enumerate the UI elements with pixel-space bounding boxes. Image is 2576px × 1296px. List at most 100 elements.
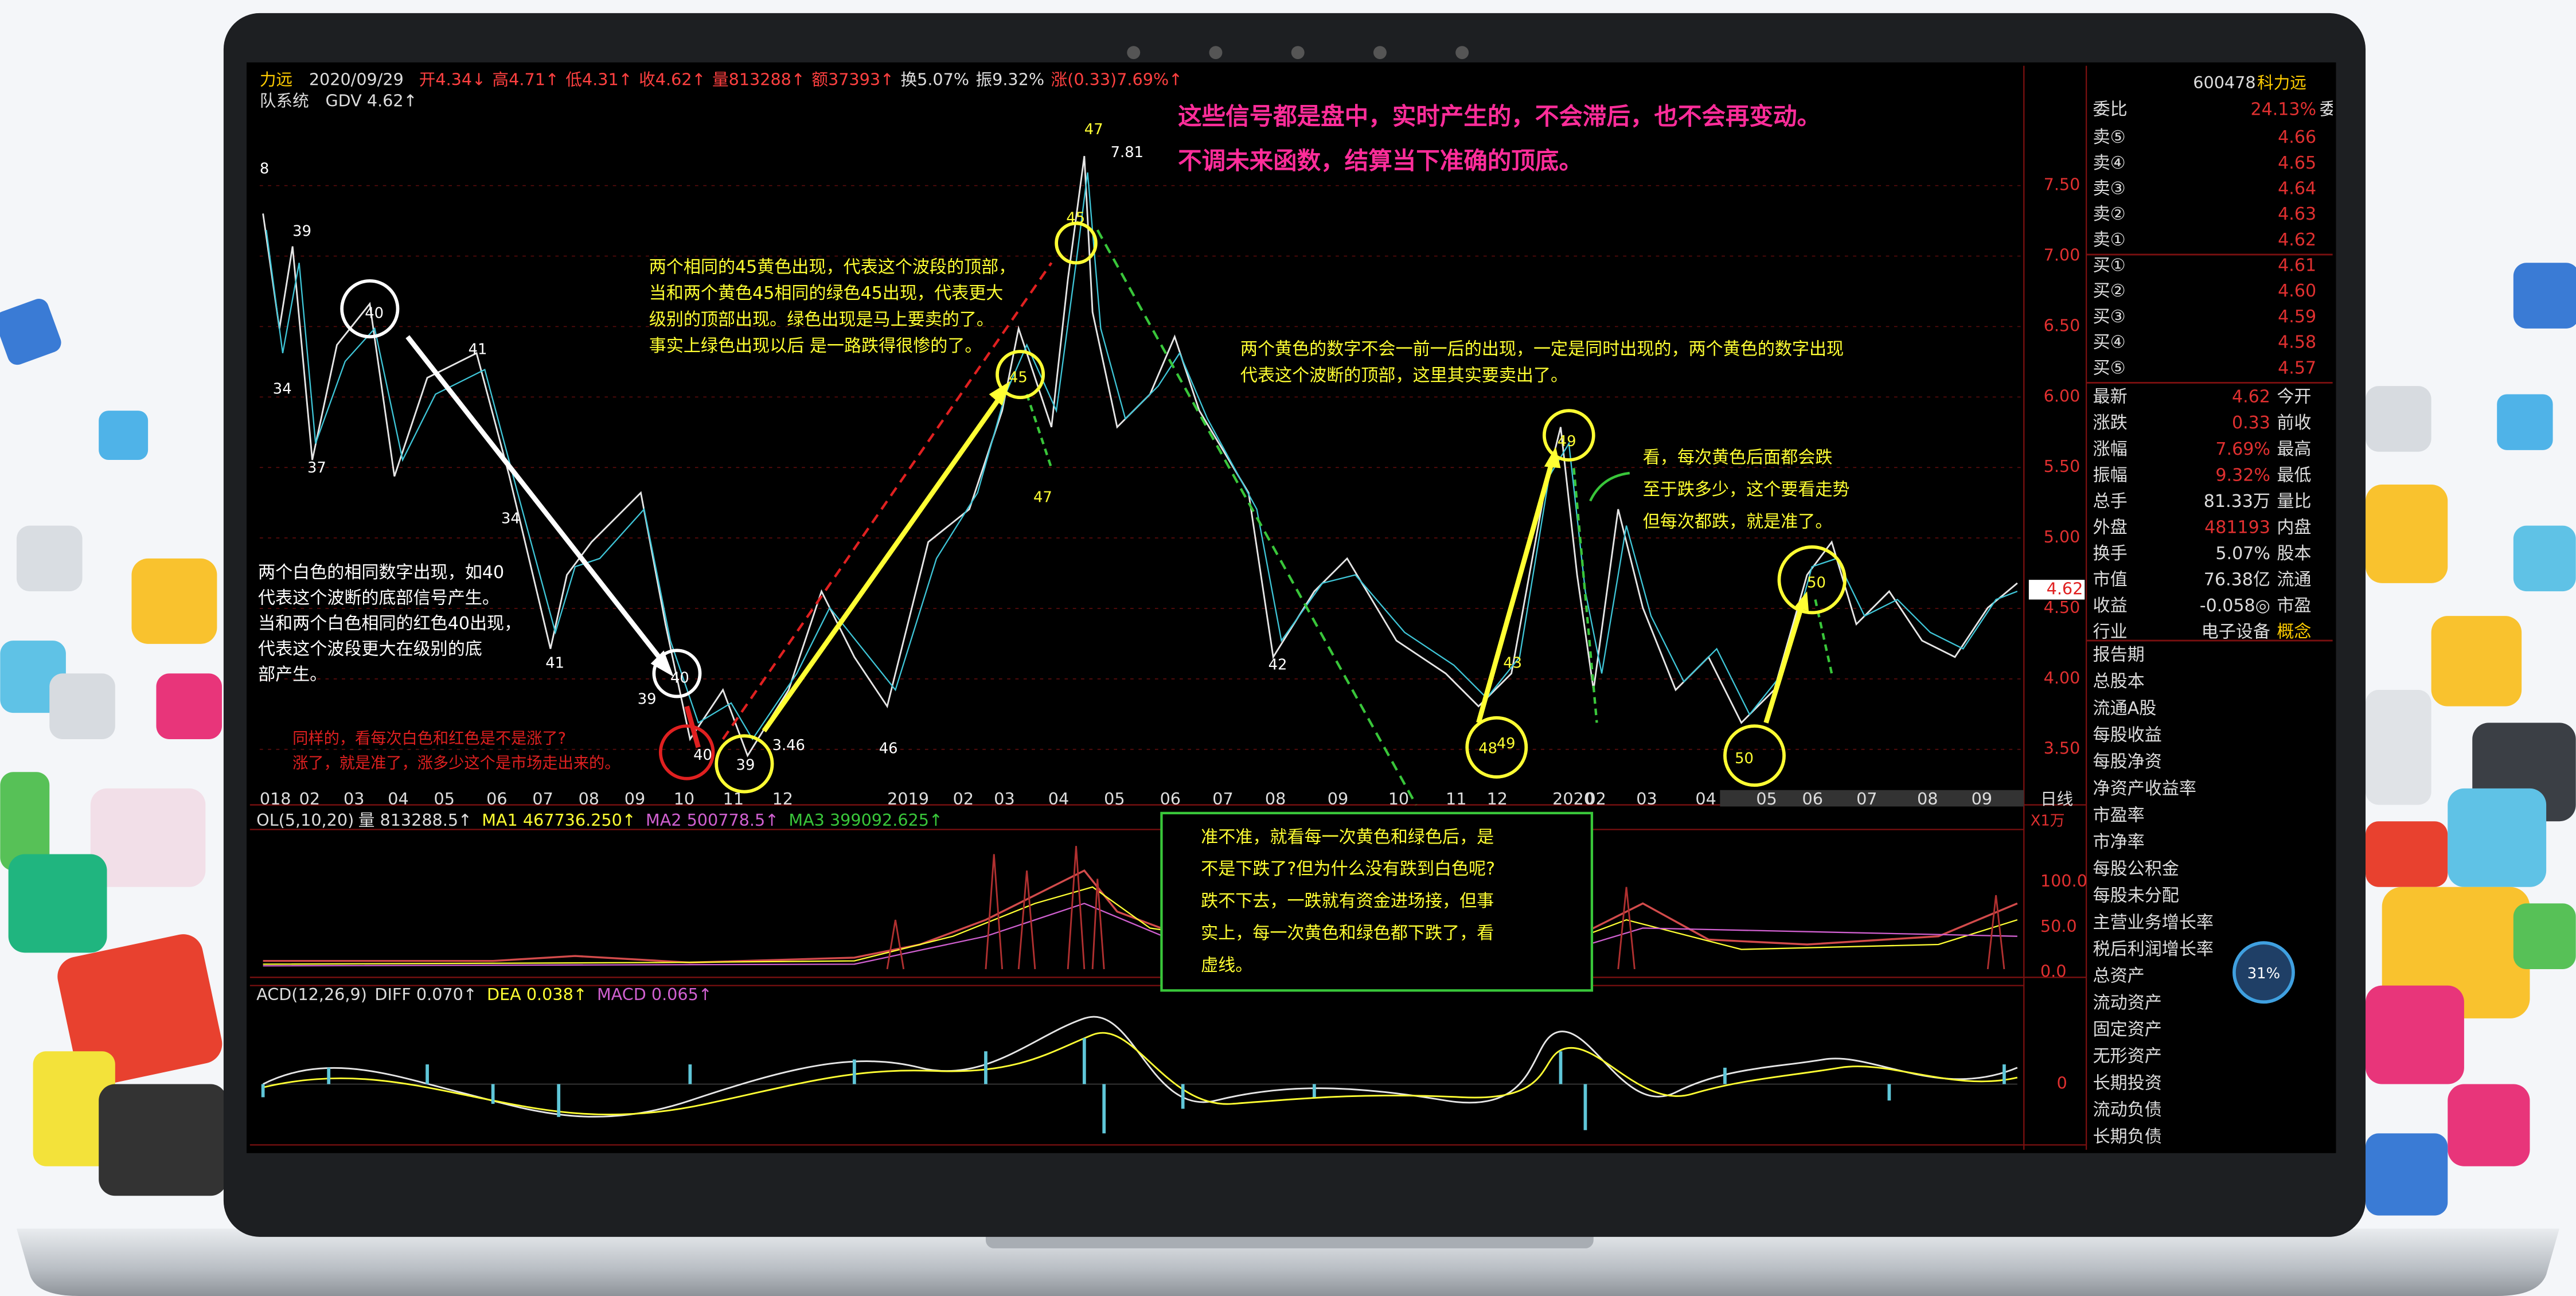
quote-label: 前收 — [2277, 413, 2311, 433]
quote-label: 市值 — [2093, 569, 2128, 590]
quote-value: -0.058◎ — [2200, 596, 2270, 616]
x-tick-label: 11 — [1446, 789, 1466, 809]
x-tick-label: 02 — [1585, 789, 1606, 809]
quote-label: 流通 — [2277, 569, 2311, 590]
signal-label: 50 — [1807, 574, 1826, 591]
annotation-yellow: 事实上绿色出现以后 是一路跌得很惨的了。 — [649, 336, 982, 356]
x-tick-label: 12 — [1487, 789, 1508, 809]
signal-label: 46 — [879, 740, 898, 758]
signal-label: 47 — [1084, 121, 1103, 138]
progress-badge-label: 31% — [2247, 965, 2280, 982]
signal-label: 45 — [1009, 369, 1028, 386]
bid-price: 4.59 — [2278, 307, 2316, 327]
signal-label: 42 — [1269, 657, 1287, 674]
x-tick-label: 07 — [1856, 789, 1877, 809]
range-highlight — [1720, 790, 2024, 807]
finance-label: 每股未分配 — [2093, 886, 2179, 906]
macd-field: DEA 0.038↑ — [487, 985, 587, 1004]
signal-label: 37 — [307, 459, 326, 477]
x-tick-label: 02 — [299, 789, 320, 809]
signal-label: 40 — [693, 747, 712, 764]
x-tick-label: 10 — [674, 789, 694, 809]
green-note-box — [1160, 811, 1594, 992]
quote-label: 收益 — [2093, 596, 2128, 616]
price-tick-label: 6.00 — [2044, 386, 2081, 405]
x-tick-label: 03 — [994, 789, 1014, 809]
quote-label: 概念 — [2277, 622, 2311, 642]
signal-label: 50 — [1735, 750, 1754, 767]
bid-price: 4.60 — [2278, 281, 2316, 301]
price-tick-label: 5.50 — [2044, 456, 2081, 476]
quote-value: 7.69% — [2215, 439, 2270, 459]
annotation-green-box: 跌不下去，一跌就有资金进场接，但事 — [1201, 891, 1494, 911]
last-price-box — [2028, 580, 2085, 600]
header-fields: 开4.34↓ 高4.71↑ 低4.31↑ 收4.62↑ 量813288↑ 额37393↑ 换… — [419, 69, 1182, 89]
header-field: 收4.62↑ — [639, 69, 705, 89]
x-tick-label: 05 — [1104, 789, 1125, 809]
quote-label: 市盈 — [2277, 596, 2311, 616]
x-tick-label: 07 — [532, 789, 553, 809]
volume-tick-label: 50.0 — [2040, 916, 2077, 936]
volume-field: MA3 399092.625↑ — [789, 810, 943, 830]
price-tick-label: 7.00 — [2044, 245, 2081, 265]
quote-value: 481193 — [2204, 517, 2270, 537]
annotation-yellow: 至于跌多少，这个要看走势 — [1643, 480, 1850, 500]
quote-label: 委差 — [2320, 99, 2354, 119]
period-label: 日线 — [2040, 789, 2073, 809]
annotation-yellow: 但每次都跌，就是准了。 — [1643, 512, 1833, 532]
price-grid — [259, 185, 2024, 750]
bid-label: 买① — [2093, 256, 2126, 276]
quote-value: 81.33万 — [2204, 491, 2270, 512]
annotation-green-box: 实上，每一次黄色和绿色都下跌了，看 — [1201, 923, 1494, 943]
price-tick-label: 4.00 — [2044, 668, 2081, 688]
x-tick-label: 07 — [1212, 789, 1233, 809]
macd-zero: 0 — [2057, 1073, 2067, 1092]
volume-field: 量 813288.5↑ — [358, 810, 472, 830]
stock-name: 力远 — [260, 69, 292, 89]
quote-label: 量比 — [2277, 491, 2311, 512]
quote-label: 换手 — [2093, 544, 2128, 564]
x-tick-label: 08 — [579, 789, 599, 809]
finance-label: 报告期 — [2093, 645, 2145, 665]
signal-label: 41 — [545, 655, 564, 672]
annotation-white: 当和两个白色相同的红色40出现， — [258, 614, 521, 634]
signal-label: 3.46 — [772, 737, 805, 754]
signal-label: 40 — [670, 669, 689, 686]
quote-value: 76.38亿 — [2204, 569, 2270, 590]
progress-badge — [2232, 941, 2295, 1004]
macd-title: ACD(12,26,9) — [256, 985, 367, 1004]
ask-price: 4.65 — [2278, 153, 2316, 173]
x-tick-label: 06 — [1802, 789, 1823, 809]
x-tick-label: 03 — [344, 789, 364, 809]
x-tick-label: 10 — [1388, 789, 1409, 809]
finance-label: 净资产收益率 — [2093, 779, 2196, 799]
finance-label: 市盈率 — [2093, 806, 2145, 826]
x-tick-label: 05 — [434, 789, 455, 809]
quote-value: 24.13% — [2250, 99, 2316, 119]
x-tick-label: 04 — [1695, 789, 1716, 809]
ask-label: 卖⑤ — [2093, 127, 2126, 147]
finance-label: 主营业务增长率 — [2093, 912, 2214, 932]
signal-label: 39 — [736, 756, 755, 774]
stock-title: 科力远 — [2257, 73, 2306, 92]
x-tick-label: 04 — [388, 789, 408, 809]
gdv-value: GDV 4.62↑ — [325, 91, 417, 111]
bid-price: 4.57 — [2278, 358, 2316, 378]
quote-label: 涨幅 — [2093, 439, 2128, 459]
finance-label: 流动资产 — [2093, 993, 2162, 1013]
indicator-name: 队系统 — [260, 91, 309, 111]
finance-label: 总资产 — [2093, 966, 2145, 986]
quote-value: 9.32% — [2215, 465, 2270, 485]
finance-label: 长期投资 — [2093, 1073, 2162, 1093]
quote-value: 0.33 — [2232, 413, 2270, 433]
price-tick-label: 5.00 — [2044, 527, 2081, 546]
quote-label: 股本 — [2277, 544, 2311, 564]
stock-code: 600478 — [2193, 73, 2255, 92]
finance-label: 流动负债 — [2093, 1100, 2162, 1120]
header-field: 开4.34↓ — [419, 69, 486, 89]
annotation-yellow: 级别的顶部出现。绿色出现是马上要卖的了。 — [649, 310, 994, 330]
bid-price: 4.58 — [2278, 333, 2316, 353]
x-tick-label: 018 — [260, 789, 291, 809]
